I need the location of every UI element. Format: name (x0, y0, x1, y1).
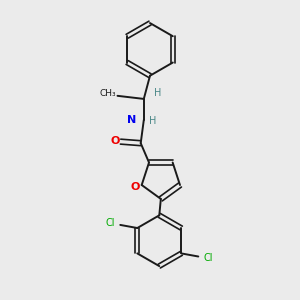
Text: N: N (128, 115, 137, 125)
Text: H: H (149, 116, 156, 126)
Text: CH₃: CH₃ (99, 89, 116, 98)
Text: O: O (110, 136, 120, 146)
Text: Cl: Cl (204, 253, 213, 263)
Text: Cl: Cl (105, 218, 115, 228)
Text: H: H (154, 88, 161, 98)
Text: O: O (130, 182, 140, 192)
